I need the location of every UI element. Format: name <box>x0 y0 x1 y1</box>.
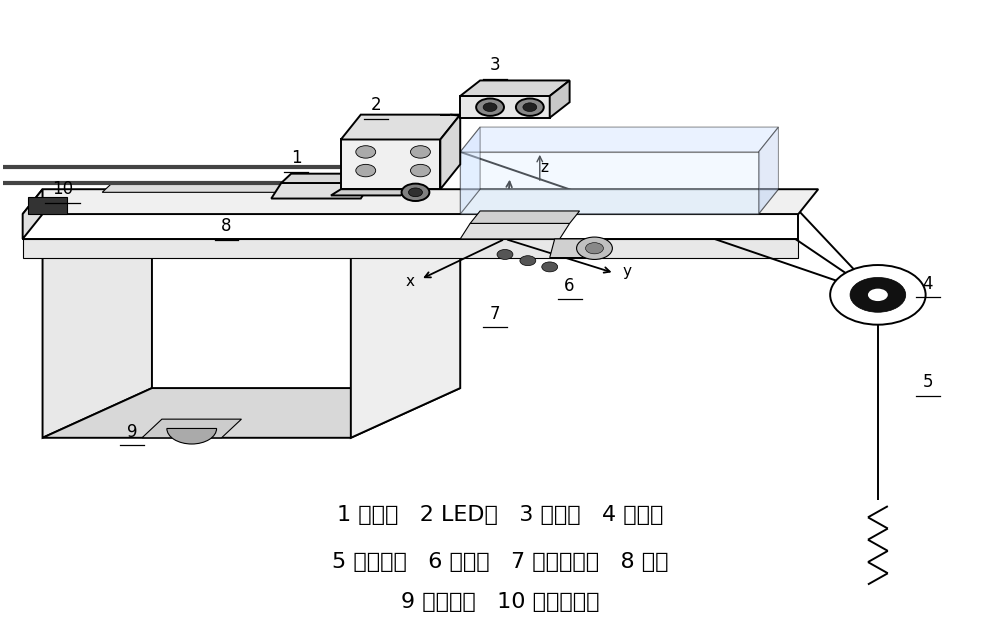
Polygon shape <box>281 174 381 183</box>
Circle shape <box>542 262 558 272</box>
Polygon shape <box>470 211 580 223</box>
Polygon shape <box>23 189 43 239</box>
Polygon shape <box>440 115 460 189</box>
Text: 3: 3 <box>490 56 500 74</box>
Circle shape <box>850 278 906 312</box>
Polygon shape <box>331 189 411 196</box>
Text: 2: 2 <box>370 97 381 114</box>
Text: 4: 4 <box>922 275 933 293</box>
Circle shape <box>476 98 504 116</box>
Bar <box>28 197 67 214</box>
Text: 8: 8 <box>221 218 232 236</box>
Polygon shape <box>460 127 778 152</box>
Polygon shape <box>271 183 371 199</box>
Text: 7: 7 <box>490 305 500 322</box>
Text: 9: 9 <box>127 423 137 441</box>
Circle shape <box>409 188 422 197</box>
Polygon shape <box>460 80 570 96</box>
Polygon shape <box>43 388 460 438</box>
Polygon shape <box>23 214 798 239</box>
Polygon shape <box>759 127 778 214</box>
Polygon shape <box>550 80 570 118</box>
Polygon shape <box>460 96 550 118</box>
Polygon shape <box>351 202 460 438</box>
Polygon shape <box>460 127 480 214</box>
Circle shape <box>868 288 888 301</box>
Circle shape <box>483 103 497 112</box>
Text: y: y <box>622 264 631 279</box>
Circle shape <box>497 250 513 260</box>
Text: 5 反光标识   6 同名点   7 光电传感器   8 横梁: 5 反光标识 6 同名点 7 光电传感器 8 横梁 <box>332 552 668 572</box>
Polygon shape <box>43 202 152 438</box>
Circle shape <box>520 256 536 266</box>
Text: 5: 5 <box>922 373 933 391</box>
Text: 9 轨检小车   10 倾角传感器: 9 轨检小车 10 倾角传感器 <box>401 593 599 613</box>
Circle shape <box>356 164 376 177</box>
Polygon shape <box>550 239 594 258</box>
Polygon shape <box>341 139 440 189</box>
Circle shape <box>516 98 544 116</box>
Text: 10: 10 <box>52 180 73 198</box>
Polygon shape <box>102 183 381 192</box>
Polygon shape <box>23 239 798 258</box>
Polygon shape <box>341 115 460 139</box>
Circle shape <box>410 145 430 158</box>
Wedge shape <box>167 428 217 444</box>
Polygon shape <box>460 223 570 239</box>
Circle shape <box>410 164 430 177</box>
Polygon shape <box>43 202 460 251</box>
Text: z: z <box>541 160 549 175</box>
Circle shape <box>586 243 603 254</box>
Text: 1: 1 <box>291 149 301 167</box>
Polygon shape <box>460 152 759 214</box>
Circle shape <box>523 103 537 112</box>
Polygon shape <box>142 419 241 438</box>
Polygon shape <box>460 189 778 214</box>
Text: 1 右相机   2 LED灯   3 左相机   4 固定点: 1 右相机 2 LED灯 3 左相机 4 固定点 <box>337 505 663 525</box>
Polygon shape <box>23 189 818 214</box>
Text: 6: 6 <box>564 277 575 295</box>
Circle shape <box>402 184 429 201</box>
Circle shape <box>577 237 612 260</box>
Circle shape <box>356 145 376 158</box>
Text: x: x <box>406 273 415 288</box>
Circle shape <box>830 265 926 325</box>
